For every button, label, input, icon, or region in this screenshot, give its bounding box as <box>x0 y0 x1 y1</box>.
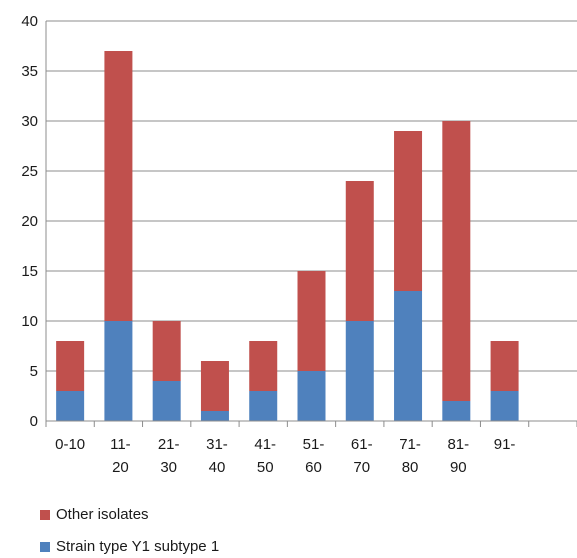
bar-strain-type-4 <box>249 391 278 421</box>
bar-strain-type-8 <box>442 401 471 421</box>
bar-strain-type-7 <box>394 291 423 421</box>
x-tick-label-8-1: 90 <box>450 459 467 476</box>
legend-label-strain-type: Strain type Y1 subtype 1 <box>56 538 220 555</box>
y-tick-label-0: 0 <box>30 413 38 430</box>
legend-item-other-isolates: Other isolates <box>40 506 149 523</box>
bar-other-isolates-1 <box>104 51 133 321</box>
legend-label-other-isolates: Other isolates <box>56 506 149 523</box>
x-tick-label-4-1: 50 <box>257 459 274 476</box>
bar-other-isolates-9 <box>490 341 519 391</box>
bar-strain-type-6 <box>345 321 374 421</box>
x-tick-label-4-0: 41- <box>254 436 276 453</box>
bar-other-isolates-2 <box>152 321 181 381</box>
bar-strain-type-0 <box>56 391 85 421</box>
x-tick-label-9-0: 91- <box>494 436 516 453</box>
legend-swatch-other-isolates <box>40 509 50 520</box>
bar-strain-type-3 <box>200 411 229 421</box>
x-tick-label-6-0: 61- <box>351 436 373 453</box>
x-tick-label-3-1: 40 <box>209 459 226 476</box>
bar-strain-type-1 <box>104 321 133 421</box>
y-tick-label-25: 25 <box>21 163 38 180</box>
y-tick-label-30: 30 <box>21 113 38 130</box>
y-tick-label-10: 10 <box>21 313 38 330</box>
bar-other-isolates-6 <box>345 181 374 321</box>
legend-swatch-strain-type <box>40 541 50 552</box>
bar-strain-type-5 <box>297 371 326 421</box>
y-tick-label-5: 5 <box>30 363 38 380</box>
bar-strain-type-9 <box>490 391 519 421</box>
bar-other-isolates-7 <box>394 131 423 291</box>
y-tick-label-35: 35 <box>21 63 38 80</box>
x-tick-label-1-0: 11- <box>110 436 131 453</box>
x-tick-label-5-0: 51- <box>303 436 325 453</box>
x-tick-label-2-0: 21- <box>158 436 180 453</box>
x-tick-label-7-1: 80 <box>402 459 419 476</box>
y-tick-label-20: 20 <box>21 213 38 230</box>
x-tick-label-2-1: 30 <box>160 459 177 476</box>
x-tick-label-3-0: 31- <box>206 436 228 453</box>
bar-other-isolates-4 <box>249 341 278 391</box>
x-tick-label-7-0: 71- <box>399 436 421 453</box>
x-tick-label-5-1: 60 <box>305 459 322 476</box>
x-tick-label-1-1: 20 <box>112 459 129 476</box>
bar-other-isolates-5 <box>297 271 326 371</box>
y-tick-label-15: 15 <box>21 263 38 280</box>
x-tick-label-0-0: 0-10 <box>55 436 85 453</box>
bar-other-isolates-3 <box>200 361 229 411</box>
bar-other-isolates-0 <box>56 341 85 391</box>
legend-item-strain-type: Strain type Y1 subtype 1 <box>40 538 219 555</box>
bar-strain-type-2 <box>152 381 181 421</box>
stacked-bar-chart: 0 5 10 15 20 25 30 35 40 0-10 11- 20 21- 30 31- 40 41- 50… <box>21 13 577 476</box>
y-tick-label-40: 40 <box>21 13 38 30</box>
x-tick-label-8-0: 81- <box>447 436 469 453</box>
x-tick-label-6-1: 70 <box>353 459 370 476</box>
bar-other-isolates-8 <box>442 121 471 401</box>
